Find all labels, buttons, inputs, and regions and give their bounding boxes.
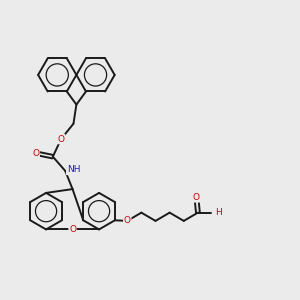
Text: O: O	[193, 193, 200, 202]
Text: H: H	[215, 208, 221, 217]
Text: O: O	[58, 134, 64, 143]
Text: NH: NH	[67, 165, 80, 174]
Text: O: O	[69, 225, 76, 234]
Text: O: O	[32, 149, 39, 158]
Text: O: O	[124, 216, 131, 225]
